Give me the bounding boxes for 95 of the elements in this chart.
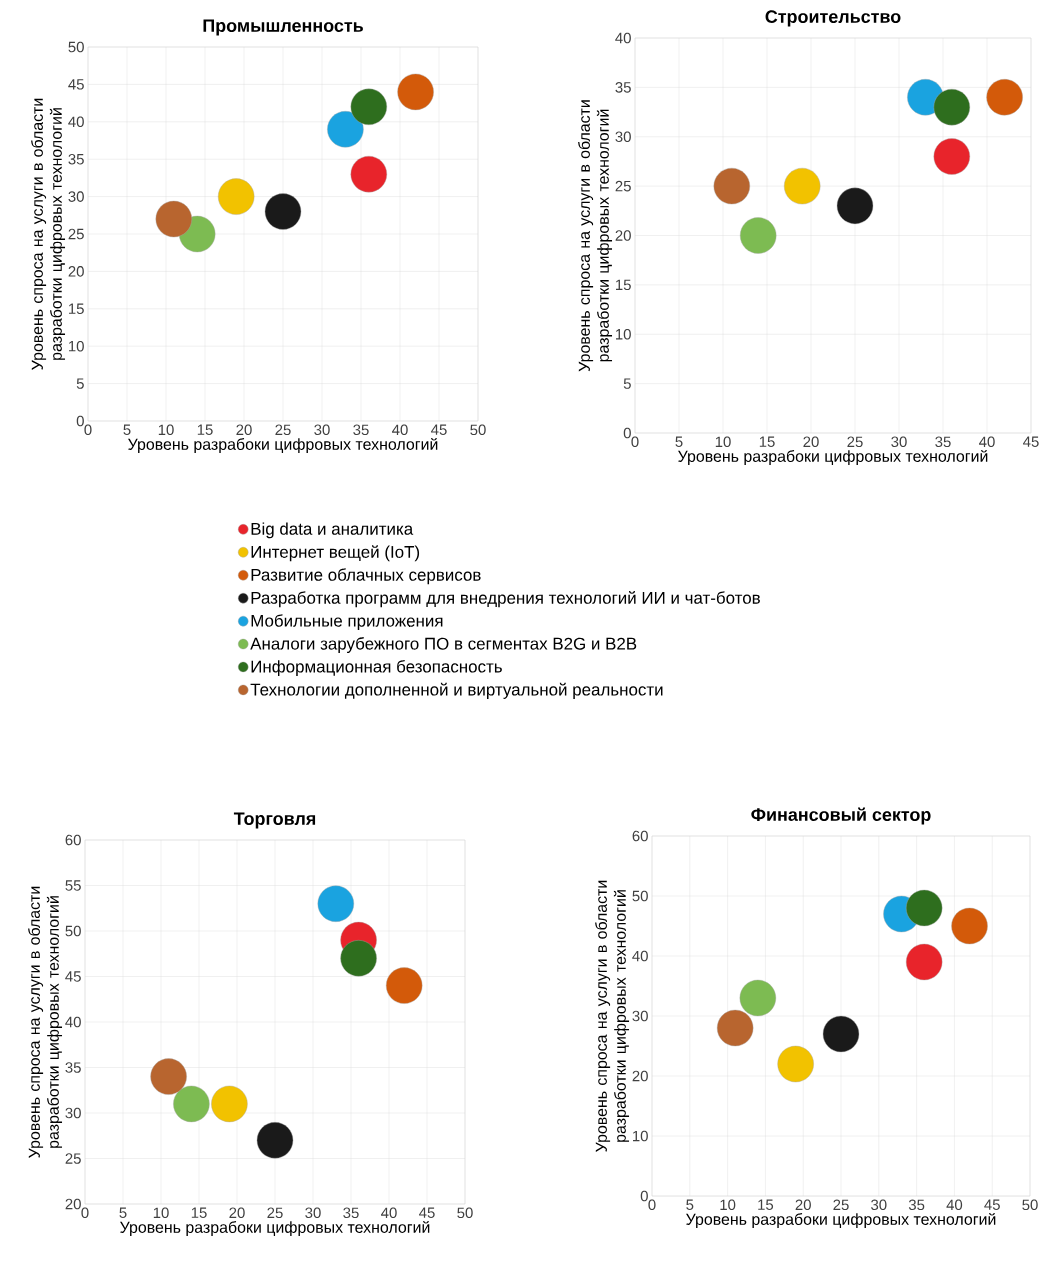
y-tick-label: 60 [65, 834, 81, 846]
x-tick-label: 40 [979, 436, 995, 448]
x-tick-label: 30 [871, 1199, 887, 1211]
y-tick-label: 20 [632, 1070, 648, 1082]
x-tick-label: 10 [158, 424, 174, 436]
y-axis-title: Уровень спроса на услуги в области разработки цифровых технологий [578, 100, 613, 372]
y-tick-label: 15 [69, 303, 84, 315]
x-tick-label: 10 [715, 436, 731, 448]
x-tick-label: 30 [891, 436, 907, 448]
y-tick-label: 45 [65, 971, 81, 982]
x-tick-label: 30 [314, 424, 330, 436]
y-tick-label: 50 [632, 890, 648, 902]
x-tick-label: 20 [229, 1207, 245, 1219]
y-tick-label: 30 [68, 191, 84, 202]
chart-title: Финансовый сектор [751, 807, 931, 825]
y-tick-label: 20 [615, 230, 631, 241]
legend-label: Развитие облачных сервисов [251, 568, 481, 585]
x-tick-label: 40 [946, 1199, 963, 1211]
x-tick-label: 25 [267, 1207, 283, 1219]
y-tick-label: 35 [615, 82, 631, 93]
y-tick-label: 5 [76, 378, 84, 389]
x-tick-label: 5 [675, 436, 683, 447]
x-tick-label: 20 [795, 1199, 811, 1211]
x-tick-label: 50 [470, 424, 486, 436]
y-axis-title: Уровень спроса на услуги в области разработки цифровых технологий [595, 880, 630, 1152]
x-axis-title: Уровень разрабоки цифровых технологий [128, 437, 438, 454]
x-tick-label: 0 [648, 1199, 656, 1211]
x-tick-label: 15 [191, 1207, 207, 1218]
y-tick-label: 20 [68, 266, 84, 277]
x-tick-label: 15 [197, 424, 213, 435]
x-tick-label: 45 [431, 424, 447, 435]
x-tick-label: 10 [720, 1199, 736, 1211]
x-tick-label: 15 [758, 1199, 774, 1210]
x-axis-title: Уровень разрабоки цифровых технологий [120, 1220, 430, 1237]
x-tick-label: 5 [686, 1199, 694, 1210]
legend-label: Информационная безопасность [251, 659, 502, 676]
x-axis-title: Уровень разрабоки цифровых технологий [686, 1212, 996, 1229]
legend-label: Аналоги зарубежного ПО в сегментах B2G и B2B [250, 637, 637, 654]
x-tick-label: 40 [381, 1207, 397, 1219]
chart-title: Строительство [765, 10, 901, 27]
x-tick-label: 25 [847, 436, 863, 448]
y-tick-label: 25 [65, 1153, 81, 1164]
y-tick-label: 50 [68, 41, 84, 53]
x-tick-label: 0 [84, 424, 92, 436]
x-tick-label: 50 [1022, 1199, 1038, 1211]
y-tick-label: 30 [632, 1010, 648, 1022]
y-tick-label: 30 [65, 1107, 81, 1119]
y-tick-label: 0 [640, 1190, 648, 1202]
x-tick-label: 35 [908, 1199, 925, 1211]
y-tick-label: 5 [623, 378, 631, 389]
y-axis-title: Уровень спроса на услуги в области разработки цифровых технологий [28, 886, 63, 1158]
y-tick-label: 40 [68, 116, 84, 128]
y-tick-label: 35 [65, 1062, 81, 1073]
y-axis-title: Уровень спроса на услуги в области разработки цифровых технологий [31, 98, 66, 370]
x-tick-label: 35 [343, 1207, 359, 1219]
legend-label: Разработка программ для внедрения технологий ИИ и чат-ботов [251, 591, 760, 608]
x-tick-label: 20 [236, 424, 252, 436]
y-tick-label: 30 [615, 131, 631, 143]
chart-title: Торговля [233, 812, 316, 829]
chart-title: Промышленность [203, 19, 363, 36]
x-tick-label: 30 [305, 1207, 321, 1219]
legend-label: Big data и аналитика [251, 522, 414, 539]
y-tick-label: 45 [68, 79, 84, 90]
x-tick-label: 25 [833, 1199, 849, 1211]
x-tick-label: 50 [457, 1207, 473, 1219]
y-tick-label: 10 [633, 1130, 648, 1142]
y-tick-label: 35 [68, 153, 84, 165]
y-tick-label: 40 [65, 1016, 81, 1028]
x-tick-label: 10 [153, 1207, 169, 1219]
x-tick-label: 45 [984, 1199, 1000, 1210]
y-tick-label: 10 [69, 340, 84, 352]
x-tick-label: 5 [123, 424, 131, 435]
x-tick-label: 15 [759, 436, 775, 447]
x-tick-label: 45 [419, 1207, 435, 1218]
x-tick-label: 35 [935, 436, 951, 448]
y-tick-label: 25 [68, 228, 84, 240]
legend-label: Технологии дополненной и виртуальной реальности [250, 682, 663, 699]
legend-label: Интернет вещей (IoT) [251, 545, 420, 562]
x-tick-label: 40 [392, 424, 408, 436]
y-tick-label: 10 [616, 328, 631, 340]
y-tick-label: 40 [632, 950, 648, 962]
y-tick-label: 0 [76, 415, 84, 427]
x-tick-label: 45 [1023, 436, 1039, 447]
x-tick-label: 35 [353, 424, 369, 436]
y-tick-label: 55 [65, 880, 81, 891]
x-tick-label: 5 [119, 1207, 127, 1218]
y-tick-label: 25 [615, 180, 631, 192]
x-axis-title: Уровень разрабоки цифровых технологий [678, 449, 988, 466]
x-tick-label: 25 [275, 424, 291, 436]
y-tick-label: 15 [616, 279, 631, 291]
x-tick-label: 20 [803, 436, 819, 448]
legend-label: Мобильные приложения [251, 614, 443, 631]
y-tick-label: 50 [65, 925, 81, 937]
y-tick-label: 60 [632, 830, 648, 842]
y-tick-label: 40 [615, 32, 631, 44]
